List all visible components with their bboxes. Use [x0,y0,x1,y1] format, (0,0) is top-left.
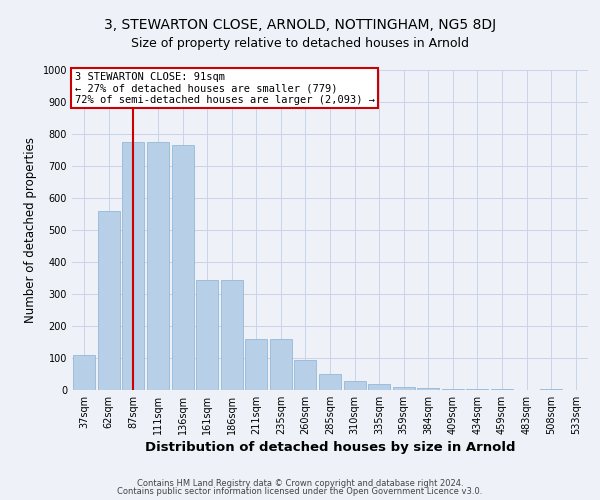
Bar [392,387,415,390]
Bar [245,339,268,390]
X-axis label: Distribution of detached houses by size in Arnold: Distribution of detached houses by size … [145,441,515,454]
Bar [122,142,145,390]
Bar [221,280,243,390]
Bar [73,355,95,390]
Bar [368,384,390,390]
Bar [196,280,218,390]
Bar [491,389,513,390]
Bar [344,381,365,390]
Bar [442,388,464,390]
Text: Contains HM Land Registry data © Crown copyright and database right 2024.: Contains HM Land Registry data © Crown c… [137,478,463,488]
Bar [319,374,341,390]
Text: Size of property relative to detached houses in Arnold: Size of property relative to detached ho… [131,38,469,51]
Text: 3, STEWARTON CLOSE, ARNOLD, NOTTINGHAM, NG5 8DJ: 3, STEWARTON CLOSE, ARNOLD, NOTTINGHAM, … [104,18,496,32]
Bar [98,211,120,390]
Text: Contains public sector information licensed under the Open Government Licence v3: Contains public sector information licen… [118,487,482,496]
Bar [270,339,292,390]
Bar [466,388,488,390]
Bar [417,388,439,390]
Y-axis label: Number of detached properties: Number of detached properties [24,137,37,323]
Text: 3 STEWARTON CLOSE: 91sqm
← 27% of detached houses are smaller (779)
72% of semi-: 3 STEWARTON CLOSE: 91sqm ← 27% of detach… [74,72,374,105]
Bar [540,389,562,390]
Bar [147,142,169,390]
Bar [295,360,316,390]
Bar [172,145,194,390]
